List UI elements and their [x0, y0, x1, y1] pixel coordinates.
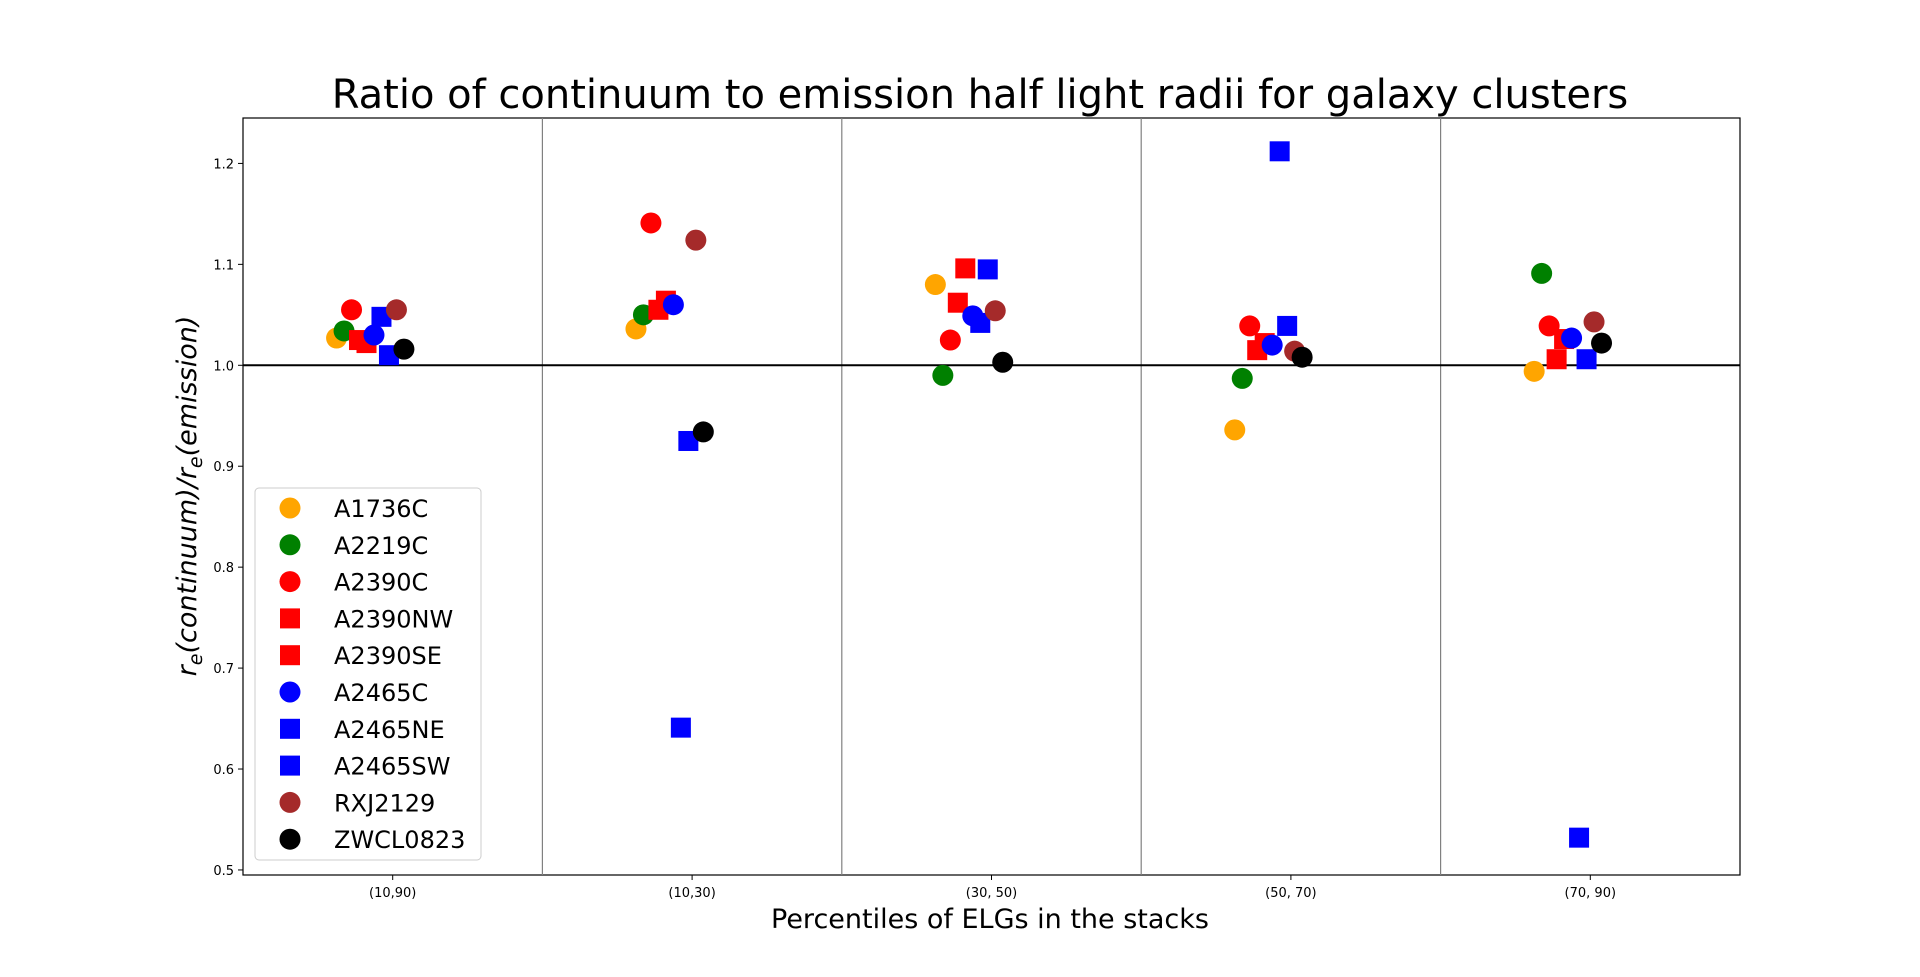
- legend-label: A2465NE: [334, 716, 445, 744]
- x-tick-label: (10,30): [668, 886, 715, 901]
- data-point-a2465sw: [678, 430, 699, 451]
- data-point-a2390c: [939, 329, 961, 351]
- y-label-part-continuum: (continuum)/r: [172, 466, 203, 653]
- data-point-a2219c: [932, 364, 954, 386]
- legend-frame: [254, 487, 482, 861]
- data-point-zwcl0823: [393, 338, 415, 360]
- data-point-a1736c: [924, 274, 946, 296]
- legend-marker: [279, 534, 301, 556]
- data-point-a2465c: [1561, 327, 1583, 349]
- data-points: [326, 141, 1613, 848]
- data-point-a2390nw: [947, 292, 968, 313]
- legend-label: A1736C: [334, 495, 428, 523]
- legend-label: A2390SE: [334, 642, 442, 670]
- y-tick-label: 1.2: [213, 157, 234, 172]
- y-tick-label: 0.9: [213, 460, 234, 475]
- data-point-rxj2129: [385, 299, 407, 321]
- legend-label: A2219C: [334, 532, 428, 560]
- y-tick-label: 0.5: [213, 864, 234, 879]
- data-point-a2219c: [1231, 367, 1253, 389]
- data-point-a2465sw: [1277, 315, 1298, 336]
- legend-marker: [279, 497, 301, 519]
- legend-marker: [280, 608, 300, 629]
- legend-label: ZWCL0823: [334, 826, 465, 854]
- y-axis-label: re(continuum)/re(emission): [172, 316, 207, 677]
- x-tick-label: (50, 70): [1265, 886, 1317, 901]
- data-point-rxj2129: [1583, 311, 1605, 333]
- y-label-subscript-e-2: e: [185, 456, 207, 468]
- legend: A1736C A2219C A2390C A2390NW A2390SE A2465C A2…: [254, 487, 482, 861]
- legend-marker: [280, 718, 300, 739]
- data-point-a2465ne: [1269, 141, 1290, 162]
- x-axis-label: Percentiles of ELGs in the stacks: [771, 904, 1209, 935]
- data-point-zwcl0823: [992, 351, 1014, 373]
- x-tick-label: (10,90): [369, 886, 416, 901]
- y-axis-ticks: 0.5 0.6 0.7 0.8 0.9 1.0 1.1 1.2: [213, 157, 243, 879]
- y-tick-label: 1.0: [213, 359, 234, 374]
- plot-area: [242, 117, 1741, 876]
- legend-label: RXJ2129: [334, 789, 435, 817]
- legend-marker: [279, 681, 301, 703]
- data-point-a2390se: [955, 258, 976, 279]
- y-tick-label: 0.8: [213, 561, 234, 576]
- data-point-a2390nw: [1546, 349, 1567, 370]
- y-label-part-r: r: [172, 663, 203, 676]
- legend-marker: [280, 645, 300, 666]
- data-point-a2390c: [1239, 315, 1261, 337]
- data-point-a2465c: [662, 294, 684, 316]
- data-point-a2465sw: [1576, 349, 1597, 370]
- legend-label: A2390NW: [334, 605, 453, 633]
- legend-label: A2465C: [334, 679, 428, 707]
- legend-marker: [279, 571, 301, 593]
- data-point-a2465sw: [977, 259, 998, 280]
- x-axis-ticks: (10,90) (10,30) (30, 50) (50, 70) (70, 90): [369, 875, 1616, 901]
- legend-marker: [280, 755, 300, 776]
- data-point-rxj2129: [984, 300, 1006, 322]
- data-point-rxj2129: [685, 229, 707, 251]
- legend-marker: [279, 828, 301, 850]
- data-point-a1736c: [1523, 360, 1545, 382]
- data-point-a2465ne: [670, 717, 691, 738]
- data-point-zwcl0823: [1291, 346, 1313, 368]
- data-point-a2465ne: [1569, 827, 1590, 848]
- data-point-a2219c: [1531, 262, 1553, 284]
- data-point-a2465ne: [970, 312, 991, 333]
- legend-marker: [279, 791, 301, 813]
- y-tick-label: 0.6: [213, 763, 234, 778]
- x-tick-label: (30, 50): [966, 886, 1018, 901]
- data-point-a1736c: [1224, 419, 1246, 441]
- data-point-a2390c: [640, 212, 662, 234]
- legend-label: A2465SW: [334, 753, 450, 781]
- y-tick-label: 1.1: [213, 258, 234, 273]
- category-separators: [541, 118, 1442, 875]
- data-point-a2390c: [341, 299, 363, 321]
- x-tick-label: (70, 90): [1565, 886, 1617, 901]
- y-label-part-emission: (emission): [172, 316, 203, 457]
- data-point-a2465c: [363, 324, 385, 346]
- chart-title: Ratio of continuum to emission half ligh…: [332, 72, 1629, 118]
- y-label-subscript-e: e: [185, 654, 207, 666]
- data-point-zwcl0823: [1591, 332, 1613, 354]
- legend-label: A2390C: [334, 569, 428, 597]
- data-point-zwcl0823: [692, 421, 714, 443]
- y-tick-label: 0.7: [213, 662, 234, 677]
- data-point-a2465c: [1261, 334, 1283, 356]
